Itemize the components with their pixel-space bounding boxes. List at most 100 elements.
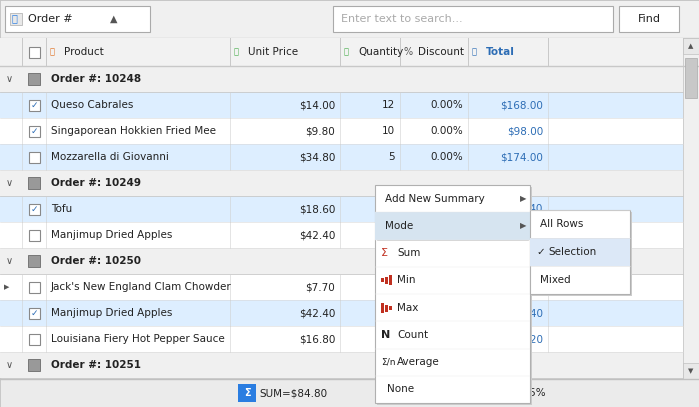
Text: 0%: 0% <box>447 308 463 318</box>
Bar <box>28 73 40 85</box>
Text: %: % <box>404 47 413 57</box>
Text: 0%: 0% <box>447 282 463 292</box>
Text: Find: Find <box>637 14 661 24</box>
Bar <box>389 276 392 285</box>
Text: Order #: 10250: Order #: 10250 <box>51 256 141 266</box>
Bar <box>29 151 40 162</box>
Text: Σ: Σ <box>468 388 475 398</box>
Text: N: N <box>381 330 390 340</box>
Text: Total: Total <box>486 47 515 57</box>
Text: 12: 12 <box>382 100 395 110</box>
Text: 0.00%: 0.00% <box>431 126 463 136</box>
Bar <box>377 187 532 405</box>
Text: Average: Average <box>397 357 440 367</box>
Text: Σ/n: Σ/n <box>381 358 396 367</box>
Bar <box>0 379 699 407</box>
Text: $16.80: $16.80 <box>298 334 335 344</box>
Bar <box>0 0 699 38</box>
Text: $98.00: $98.00 <box>507 126 543 136</box>
Bar <box>0 144 683 170</box>
Text: ✓: ✓ <box>30 101 38 109</box>
Bar <box>10 13 22 25</box>
Bar <box>683 38 699 379</box>
Text: Min: Min <box>397 276 415 285</box>
Bar <box>375 185 530 403</box>
Bar <box>530 210 630 294</box>
Bar <box>685 58 697 98</box>
Text: Order #: 10248: Order #: 10248 <box>51 74 141 84</box>
Bar <box>28 359 40 371</box>
Text: 🍴: 🍴 <box>50 48 55 57</box>
Text: $7.70: $7.70 <box>305 282 335 292</box>
Text: Unit Price: Unit Price <box>248 47 298 57</box>
Text: Selection: Selection <box>548 247 596 257</box>
Text: Tofu: Tofu <box>51 204 72 214</box>
Bar <box>29 204 40 214</box>
Bar <box>5 6 150 32</box>
Text: Order #: 10249: Order #: 10249 <box>51 178 141 188</box>
Text: $214.20: $214.20 <box>500 334 543 344</box>
Text: AVG=3.75%: AVG=3.75% <box>483 388 547 398</box>
Bar <box>29 282 40 293</box>
Bar <box>683 38 699 54</box>
Bar <box>462 384 480 402</box>
Text: 🌿: 🌿 <box>344 48 349 57</box>
Text: 167.40: 167.40 <box>507 204 543 214</box>
Bar <box>29 308 40 319</box>
Text: 🛒: 🛒 <box>472 48 477 57</box>
Bar <box>0 300 683 326</box>
Text: ✓: ✓ <box>30 204 38 214</box>
Bar <box>333 6 613 32</box>
Bar <box>238 384 256 402</box>
Bar <box>0 118 683 144</box>
Text: 696.00: 696.00 <box>507 230 543 240</box>
Text: ✓: ✓ <box>30 127 38 136</box>
Text: $1,261.40: $1,261.40 <box>490 308 543 318</box>
Text: Add New Summary: Add New Summary <box>385 194 484 204</box>
Text: Louisiana Fiery Hot Pepper Sauce: Louisiana Fiery Hot Pepper Sauce <box>51 334 225 344</box>
Text: ✓: ✓ <box>536 247 545 257</box>
Text: 💰: 💰 <box>234 48 239 57</box>
Text: Σ: Σ <box>244 388 250 398</box>
Text: Queso Cabrales: Queso Cabrales <box>51 100 134 110</box>
Text: Quantity: Quantity <box>358 47 403 57</box>
Bar <box>0 248 683 274</box>
Text: ∨: ∨ <box>6 360 13 370</box>
Text: Mixed: Mixed <box>540 275 570 285</box>
Text: Σ: Σ <box>381 248 388 258</box>
Text: All Rows: All Rows <box>540 219 584 229</box>
Bar <box>385 278 388 284</box>
Text: ∨: ∨ <box>6 74 13 84</box>
Bar <box>530 238 630 266</box>
Text: Sum: Sum <box>397 248 420 258</box>
Text: $174.00: $174.00 <box>500 152 543 162</box>
Text: Manjimup Dried Apples: Manjimup Dried Apples <box>51 230 173 240</box>
Bar <box>29 333 40 344</box>
Text: ✓: ✓ <box>30 309 38 317</box>
Text: $34.80: $34.80 <box>298 152 335 162</box>
Text: $42.40: $42.40 <box>298 230 335 240</box>
Bar <box>683 363 699 379</box>
Text: ▶: ▶ <box>4 284 9 290</box>
Text: Mode: Mode <box>385 221 413 231</box>
Text: ▲: ▲ <box>110 14 117 24</box>
Bar <box>0 38 683 66</box>
Text: ▼: ▼ <box>689 368 693 374</box>
Text: $14.00: $14.00 <box>298 100 335 110</box>
Bar <box>0 274 683 300</box>
Text: ▶: ▶ <box>520 221 526 230</box>
Bar <box>0 352 683 378</box>
Bar <box>619 6 679 32</box>
Text: Mozzarella di Giovanni: Mozzarella di Giovanni <box>51 152 169 162</box>
Text: ▶: ▶ <box>520 194 526 203</box>
Text: SUM=$84.80: SUM=$84.80 <box>259 388 327 398</box>
Text: Max: Max <box>397 303 419 313</box>
Text: None: None <box>387 384 414 394</box>
Bar <box>389 306 392 310</box>
Bar <box>0 170 683 196</box>
Text: Order #: 10251: Order #: 10251 <box>51 360 141 370</box>
Text: Count: Count <box>397 330 428 340</box>
Text: ∨: ∨ <box>6 178 13 188</box>
Text: 10: 10 <box>382 126 395 136</box>
Bar <box>532 212 632 296</box>
